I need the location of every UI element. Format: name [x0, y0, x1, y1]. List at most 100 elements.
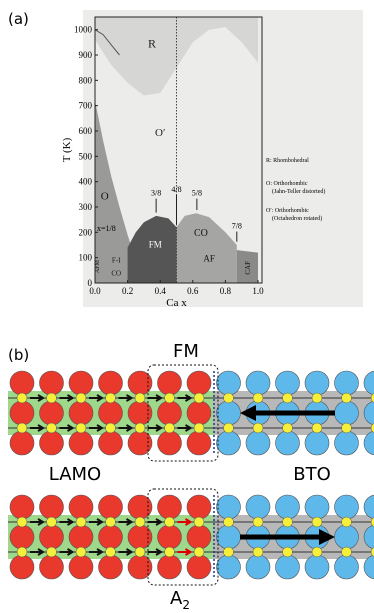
region-label: AFM: [95, 259, 101, 273]
ba-atom: [216, 370, 241, 396]
la-atom: [157, 370, 182, 396]
oxygen-atom: [252, 546, 264, 558]
fraction-label: 4/8: [171, 185, 181, 194]
oxygen-atom: [193, 392, 205, 404]
la-atom: [9, 370, 35, 396]
oxygen-atom: [282, 516, 293, 528]
la-atom: [39, 430, 64, 456]
polarization-head: [240, 405, 256, 421]
oxygen-atom: [223, 392, 234, 404]
spin-arrow: [177, 548, 193, 556]
lamo-label: LAMO: [49, 464, 101, 485]
ba-atom: [304, 370, 330, 396]
spin-arrow: [148, 518, 163, 526]
la-atom: [157, 494, 182, 520]
region-label: CO: [194, 228, 208, 239]
la-atom: [9, 524, 35, 550]
region-label: O: [101, 190, 109, 202]
fm-label: FM: [173, 341, 199, 362]
fraction-label: x=1/8: [97, 224, 116, 233]
ba-atom: [334, 494, 359, 520]
oxygen-atom: [311, 516, 323, 528]
oxygen-atom: [16, 546, 28, 558]
spin-arrow: [148, 394, 163, 402]
oxygen-atom: [341, 516, 352, 528]
legend-text: (Jahn-Teller distorted): [272, 188, 325, 195]
y-tick-label: 200: [79, 227, 93, 237]
y-tick-label: 1000: [74, 25, 93, 35]
y-tick-label: 0: [88, 278, 93, 288]
la-atom: [186, 430, 212, 456]
ba-atom: [334, 554, 359, 580]
la-atom: [39, 494, 64, 520]
y-tick-label: 300: [79, 202, 93, 212]
oxygen-atom: [134, 422, 146, 434]
la-atom: [9, 554, 35, 580]
la-atom: [98, 524, 123, 550]
oxygen-atom: [75, 516, 87, 528]
y-tick-label: 900: [79, 50, 93, 60]
spin-arrow: [148, 424, 163, 432]
la-atom: [98, 400, 123, 426]
oxygen-atom: [311, 392, 323, 404]
spin-arrow: [118, 548, 134, 556]
x-tick-label: 0.2: [122, 286, 133, 296]
spin-arrow: [118, 394, 134, 402]
ba-atom: [216, 430, 241, 456]
ba-atom: [363, 370, 374, 396]
region-o: [95, 100, 133, 283]
panel-label: (b): [8, 346, 29, 364]
oxygen-atom: [164, 392, 175, 404]
oxygen-atom: [134, 392, 146, 404]
la-atom: [39, 524, 64, 550]
oxygen-atom: [193, 422, 205, 434]
region-label: CO: [111, 269, 121, 277]
spin-arrow: [30, 548, 45, 556]
oxygen-atom: [223, 546, 234, 558]
region-fm: [127, 215, 177, 283]
spin-arrow: [59, 518, 75, 526]
region-caf: [236, 250, 258, 283]
ba-atom: [304, 430, 330, 456]
a2-box: [147, 488, 219, 586]
y-tick-label: 800: [79, 75, 93, 85]
y-tick-label: 400: [79, 177, 93, 187]
la-atom: [98, 370, 123, 396]
oxygen-atom: [105, 392, 116, 404]
oxygen-atom: [282, 422, 293, 434]
ba-atom: [334, 400, 359, 426]
la-atom: [68, 370, 94, 396]
polarization-head: [319, 529, 335, 545]
oxygen-atom: [134, 516, 146, 528]
oxygen-atom: [164, 546, 175, 558]
oxygen-atom: [75, 422, 87, 434]
oxygen-atom: [46, 516, 57, 528]
ba-atom: [363, 554, 374, 580]
boundary: [94, 29, 120, 56]
la-atom: [127, 494, 153, 520]
oxygen-atom: [311, 422, 323, 434]
plot-frame: [94, 16, 263, 284]
region-co: [176, 213, 237, 283]
panel-label: (a): [8, 10, 29, 28]
la-atom: [9, 430, 35, 456]
oxygen-atom: [164, 516, 175, 528]
ba-atom: [216, 554, 241, 580]
oxygen-atom: [75, 392, 87, 404]
a2-label: A2: [170, 588, 190, 612]
legend-text: O: Orthorhombic: [266, 181, 308, 187]
spin-arrow: [59, 548, 75, 556]
spin-arrow: [89, 394, 104, 402]
x-tick-label: 0.6: [187, 286, 199, 296]
oxygen-atom: [193, 516, 205, 528]
oxygen-atom: [105, 516, 116, 528]
la-atom: [68, 554, 94, 580]
x-tick-label: 0.8: [220, 286, 232, 296]
spin-arrow: [89, 424, 104, 432]
a2-main: A: [170, 588, 183, 609]
ba-atom: [304, 554, 330, 580]
phase-diagram: 0 100 200 300 400 500 600 700 800 900 1000 0.0 0.2 0.…: [61, 16, 325, 309]
oxygen-atom: [223, 516, 234, 528]
la-atom: [98, 430, 123, 456]
